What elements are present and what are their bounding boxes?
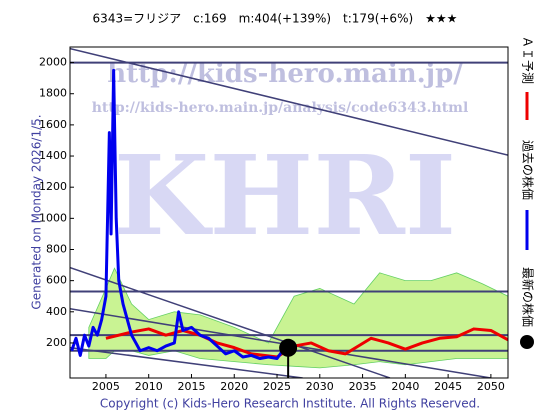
x-tick-label: 2020 (220, 380, 248, 393)
x-tick-label: 2015 (177, 380, 205, 393)
footer: Copyright (c) Kids-Hero Research Institu… (100, 397, 480, 411)
chart-title: 6343=フリジア c:169 m:404(+139%) t:179(+6%) … (93, 12, 458, 26)
plot-frame (69, 46, 509, 379)
x-tick-label: 2030 (306, 380, 334, 393)
y-tick-label: 600 (46, 274, 67, 287)
y-tick-label: 400 (46, 305, 67, 318)
legend-label: 過去の株価 (521, 140, 536, 200)
trend-line (70, 266, 391, 378)
latest-point (279, 338, 298, 357)
x-tick-label: 2005 (92, 380, 120, 393)
legend-label: ＡＩ予測 (521, 36, 535, 84)
y-tick-label: 1800 (39, 87, 67, 100)
y-tick-label: 2000 (39, 56, 67, 69)
x-tick-label: 2010 (135, 380, 163, 393)
legend-label: 最新の株価 (521, 267, 536, 327)
y-tick-label: 800 (46, 242, 67, 255)
y-tick-label: 1000 (39, 211, 67, 224)
plot-area: http://kids-hero.main.jp/http://kids-her… (70, 47, 508, 378)
x-tick-label: 2050 (477, 380, 505, 393)
watermark: KHRI (114, 131, 456, 260)
trend-line (70, 346, 303, 378)
side-label: Generated on Monday 2026/1/5. (30, 114, 44, 309)
y-tick-label: 1600 (39, 118, 67, 131)
axes: 200 400 600 800 1000 1200 1400 1600 1800 2000 2005… (39, 56, 505, 393)
trend-line (70, 47, 508, 156)
x-tick-label: 2035 (349, 380, 377, 393)
series-line (70, 68, 286, 361)
x-tick-label: 2045 (434, 380, 462, 393)
x-tick-label: 2025 (263, 380, 291, 393)
watermark: http://kids-hero.main.jp/ (107, 59, 463, 89)
y-tick-label: 1200 (39, 180, 67, 193)
x-tick-label: 2040 (391, 380, 419, 393)
y-tick-label: 1400 (39, 149, 67, 162)
legend-swatch (520, 335, 534, 349)
y-tick-label: 200 (46, 336, 67, 349)
watermark: http://kids-hero.main.jp/analysis/code63… (92, 100, 469, 116)
